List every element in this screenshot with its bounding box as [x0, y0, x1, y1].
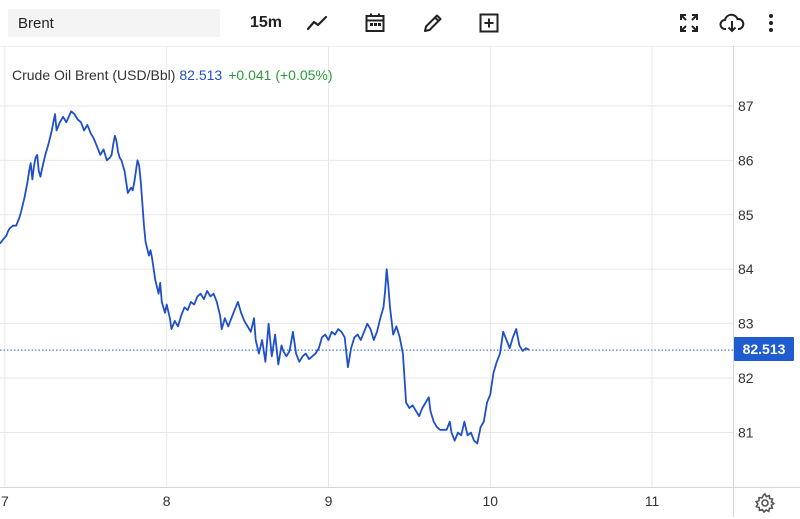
toolbar: 15m	[0, 0, 800, 47]
series-layer	[0, 110, 530, 445]
legend-price: 82.513	[179, 67, 223, 83]
more-vertical-icon[interactable]	[760, 8, 782, 38]
y-tick-label: 83	[738, 316, 754, 332]
last-price-label: 82.513	[734, 337, 794, 361]
x-tick-label: 9	[325, 493, 333, 509]
y-tick-label: 86	[738, 152, 754, 168]
legend-instrument-name: Crude Oil Brent (USD/Bbl)	[12, 67, 176, 83]
x-tick-label: 7	[1, 493, 9, 509]
y-tick-label: 84	[738, 261, 754, 277]
calendar-icon[interactable]	[360, 8, 390, 38]
y-axis: 87 86 85 84 83 82 81	[738, 98, 754, 441]
chart-legend: Crude Oil Brent (USD/Bbl) 82.513 +0.041 (+…	[12, 67, 333, 83]
interval-selector-button[interactable]: 15m	[249, 14, 283, 31]
x-tick-label: 8	[163, 493, 171, 509]
grid	[0, 46, 800, 517]
pencil-icon[interactable]	[418, 8, 448, 38]
x-axis: 7 8 9 10 11	[1, 493, 660, 509]
legend-change: +0.041 (+0.05%)	[228, 67, 333, 83]
symbol-search-input[interactable]	[8, 9, 220, 37]
y-tick-label: 85	[738, 207, 754, 223]
price-chart[interactable]: 87 86 85 84 83 82 81 7 8 9 10 11	[0, 46, 800, 517]
x-tick-label: 10	[482, 493, 498, 509]
line-chart-icon[interactable]	[302, 8, 332, 38]
x-tick-label: 11	[645, 493, 660, 509]
plus-square-icon[interactable]	[474, 8, 504, 38]
series-line	[0, 110, 530, 445]
fullscreen-icon[interactable]	[674, 8, 704, 38]
y-tick-label: 81	[738, 425, 754, 441]
y-tick-label: 82	[738, 370, 754, 386]
y-tick-label: 87	[738, 98, 754, 114]
cloud-download-icon[interactable]	[716, 8, 748, 38]
settings-gear-icon[interactable]	[754, 492, 776, 514]
